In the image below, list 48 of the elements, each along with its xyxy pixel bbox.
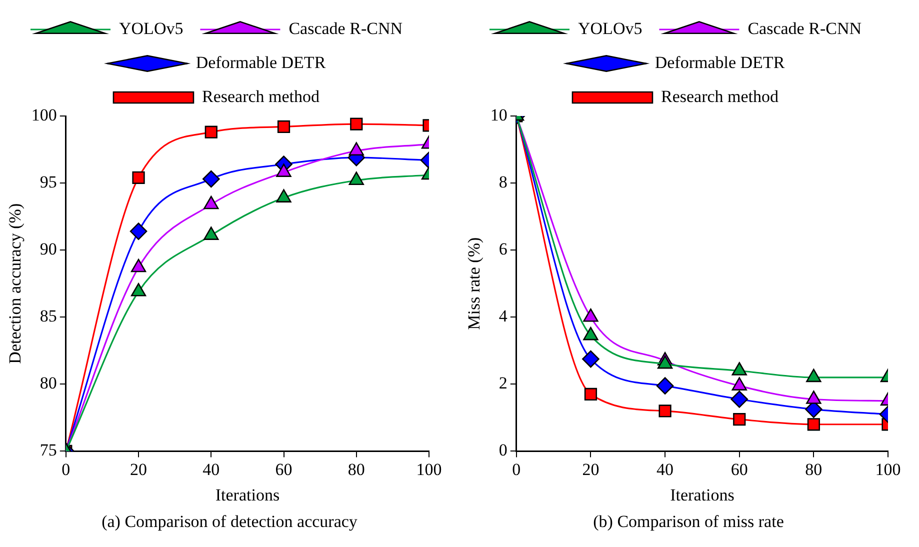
x-tick-label: 20 bbox=[130, 460, 148, 479]
x-tick-label: 60 bbox=[275, 460, 292, 479]
point bbox=[276, 189, 292, 202]
y-tick-label: 10 bbox=[490, 105, 508, 124]
y-tick-label: 4 bbox=[498, 306, 508, 326]
y-tick-label: 2 bbox=[498, 374, 508, 393]
y-tick-label: 95 bbox=[40, 172, 57, 192]
legend-label: Deformable DETR bbox=[196, 52, 326, 72]
x-tick-label: 80 bbox=[805, 460, 822, 479]
point bbox=[204, 226, 219, 240]
legend-label: YOLOv5 bbox=[578, 18, 642, 38]
x-tick-label: 40 bbox=[202, 460, 220, 479]
point bbox=[202, 170, 220, 188]
text: (a) Comparison of detection accuracy bbox=[100, 512, 358, 532]
x-tick-label: 100 bbox=[416, 460, 442, 479]
y-tick-label: 100 bbox=[31, 105, 57, 124]
point bbox=[277, 120, 290, 134]
x-tick-label: 0 bbox=[62, 460, 70, 479]
point bbox=[132, 171, 145, 184]
x-tick-label: 40 bbox=[656, 460, 674, 479]
legend-label: Cascade R-CNN bbox=[748, 18, 862, 38]
y-tick-label: 85 bbox=[40, 306, 57, 326]
y-tick-label: 75 bbox=[40, 440, 57, 460]
point bbox=[204, 126, 218, 138]
y-axis-title: Detection accuracy (%) bbox=[6, 203, 25, 364]
point bbox=[130, 282, 146, 296]
y-tick-label: 90 bbox=[40, 240, 57, 259]
legend-label: Research method bbox=[202, 86, 320, 106]
point bbox=[130, 258, 146, 272]
legend-label: YOLOv5 bbox=[119, 18, 184, 38]
y-tick-label: 0 bbox=[498, 440, 508, 460]
legend-label: Cascade R-CNN bbox=[288, 18, 402, 38]
x-tick-label: 80 bbox=[348, 460, 365, 479]
y-tick-label: 8 bbox=[498, 172, 508, 192]
legend-label: Deformable DETR bbox=[654, 52, 786, 72]
y-tick-label: 80 bbox=[40, 374, 57, 393]
x-axis-title: Iterations bbox=[670, 485, 734, 504]
y-tick-label: 6 bbox=[498, 240, 508, 259]
x-tick-label: 20 bbox=[582, 460, 600, 479]
x-tick-label: 0 bbox=[512, 460, 521, 479]
y-axis-title: Miss rate (%) bbox=[464, 237, 484, 330]
point bbox=[204, 196, 219, 210]
x-axis-title: Iterations bbox=[215, 485, 280, 504]
x-tick-label: 100 bbox=[875, 460, 901, 479]
legend-label: Research method bbox=[660, 86, 780, 106]
text: (b) Comparison of miss rate bbox=[592, 512, 785, 532]
x-tick-label: 60 bbox=[730, 460, 748, 479]
point bbox=[276, 164, 292, 177]
